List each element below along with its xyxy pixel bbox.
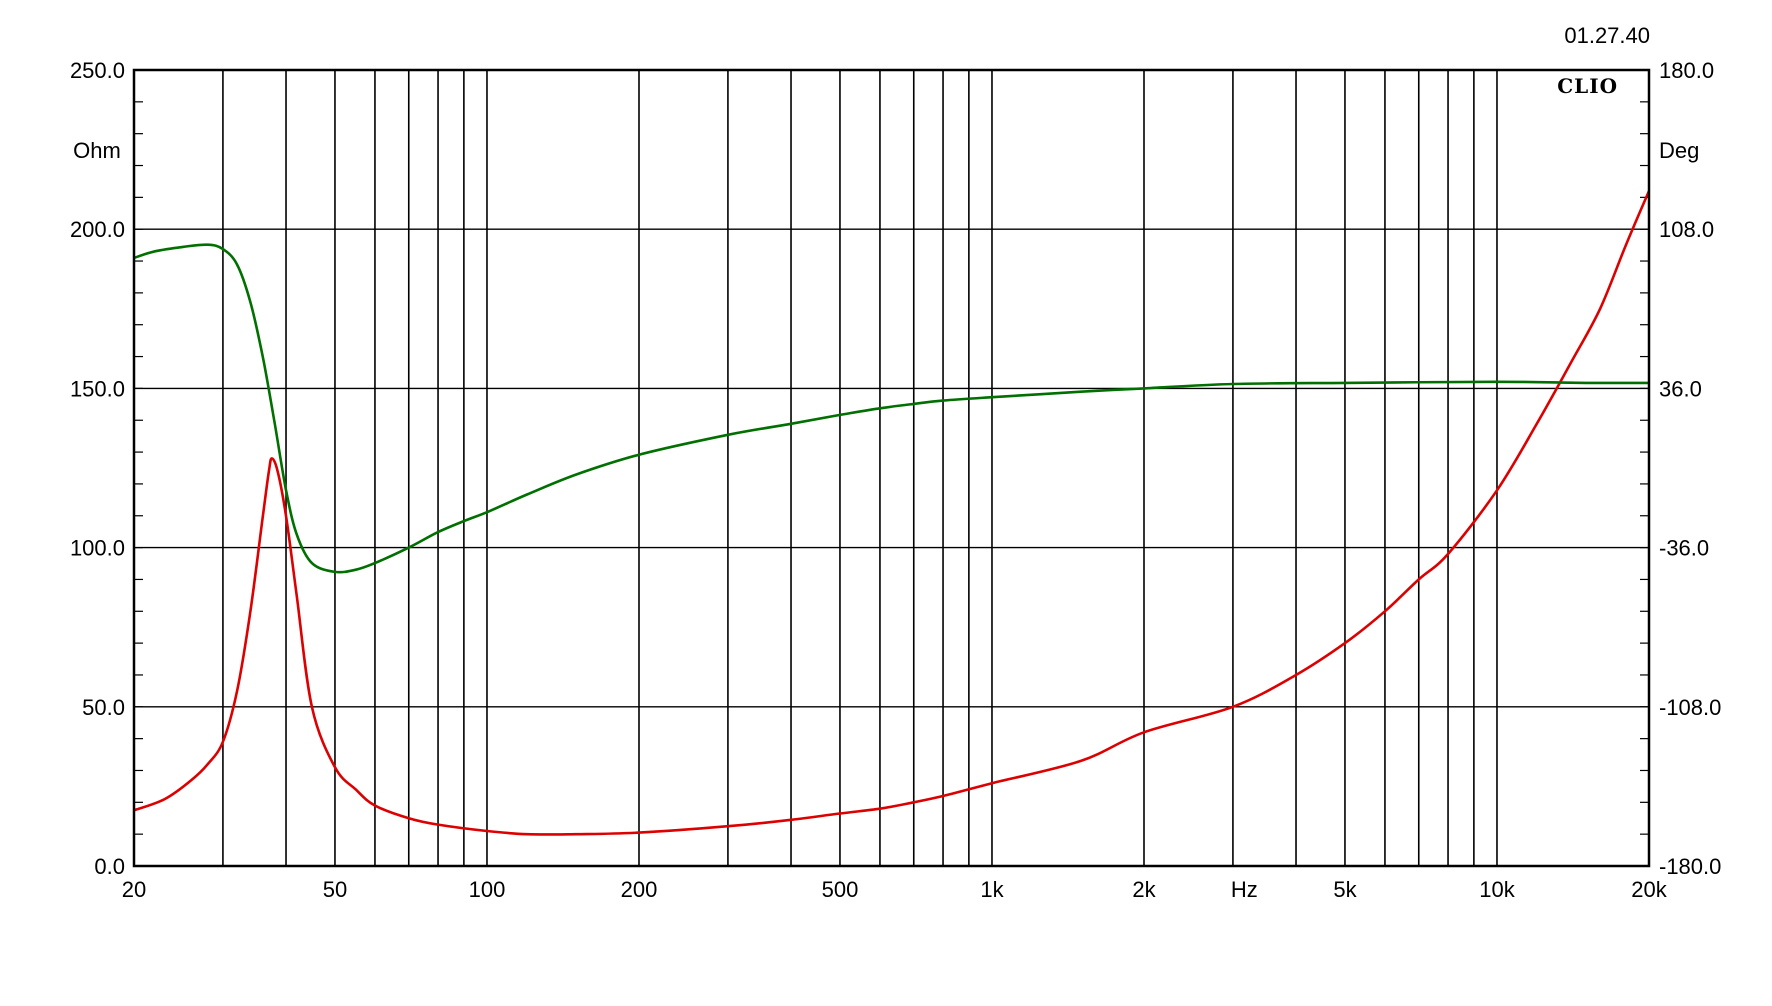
x-tick-label: 1k	[980, 877, 1004, 902]
x-tick-label: 200	[621, 877, 658, 902]
left-axis-unit: Ohm	[73, 138, 121, 163]
x-tick-label: 100	[469, 877, 506, 902]
impedance-series-line	[133, 190, 1651, 836]
series-layer	[133, 190, 1651, 836]
timestamp: 01.27.40	[1564, 23, 1650, 48]
right-tick-label: 108.0	[1659, 217, 1714, 242]
left-tick-label: 100.0	[70, 536, 125, 561]
x-tick-label: 5k	[1333, 877, 1357, 902]
left-tick-label: 150.0	[70, 376, 125, 401]
right-tick-label: 36.0	[1659, 376, 1702, 401]
grid-lines	[133, 69, 1650, 867]
x-tick-label: 20	[122, 877, 146, 902]
x-tick-label: 50	[323, 877, 347, 902]
right-tick-label: -108.0	[1659, 695, 1721, 720]
left-tick-label: 250.0	[70, 58, 125, 83]
x-tick-label: 2k	[1132, 877, 1156, 902]
plot-frame	[132, 68, 1651, 868]
left-tick-label: 200.0	[70, 217, 125, 242]
right-axis-unit: Deg	[1659, 138, 1699, 163]
x-tick-label: 20k	[1631, 877, 1667, 902]
x-axis-unit: Hz	[1231, 877, 1258, 902]
right-tick-label: 180.0	[1659, 58, 1714, 83]
x-tick-label: 10k	[1479, 877, 1515, 902]
axis-labels: 0.0 50.0 100.0 150.0 200.0 250.0 -180.0 -108.0 -…	[70, 58, 1721, 902]
left-tick-label: 50.0	[82, 695, 125, 720]
right-tick-label: -180.0	[1659, 854, 1721, 879]
x-tick-label: 500	[822, 877, 859, 902]
phase-series-line	[133, 243, 1650, 574]
right-tick-label: -36.0	[1659, 536, 1709, 561]
clio-logo: CLIO	[1557, 74, 1618, 98]
left-tick-label: 0.0	[94, 854, 125, 879]
